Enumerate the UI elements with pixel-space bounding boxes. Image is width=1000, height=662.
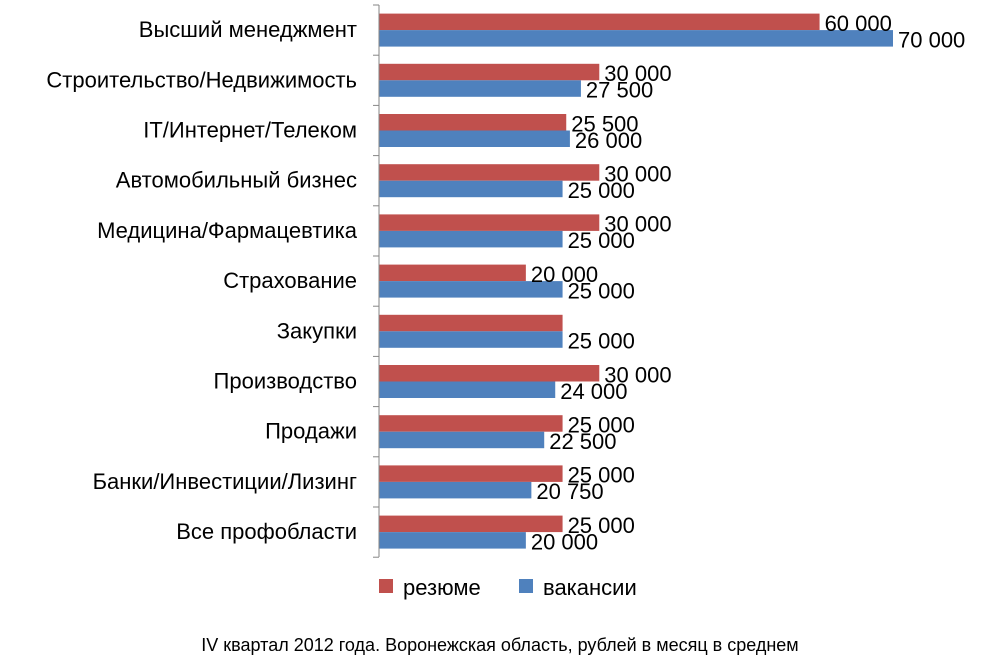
category-label: IT/Интернет/Телеком: [143, 118, 357, 143]
data-label-vacancies: 70 000: [898, 27, 965, 52]
bar-resume: [379, 214, 600, 231]
legend-label-vacancies: вакансии: [543, 575, 637, 600]
data-label-resume: 25 500: [571, 111, 638, 136]
data-label-vacancies: 22 500: [549, 429, 616, 454]
data-label-vacancies: 20 000: [531, 529, 598, 554]
data-label-vacancies: 27 500: [586, 78, 653, 103]
data-label-vacancies: 20 750: [536, 479, 603, 504]
bar-resume: [379, 114, 567, 131]
bar-vacancies: [379, 281, 563, 298]
bar-vacancies: [379, 481, 532, 499]
data-label-vacancies: 25 000: [568, 329, 635, 354]
bar-vacancies: [379, 180, 563, 198]
category-label: Строительство/Недвижимость: [46, 67, 357, 92]
category-label: Медицина/Фармацевтика: [97, 218, 358, 243]
category-label: Производство: [214, 369, 357, 394]
bar-vacancies: [379, 331, 563, 348]
data-label-vacancies: 26 000: [575, 128, 642, 153]
bar-resume: [379, 264, 526, 282]
category-axis-ticks: [373, 4, 379, 558]
chart-caption: IV квартал 2012 года. Воронежская област…: [201, 635, 798, 655]
data-label-resume: 25 000: [568, 513, 635, 538]
category-label: Продажи: [265, 419, 357, 444]
data-label-vacancies: 24 000: [560, 379, 627, 404]
bar-vacancies: [379, 80, 581, 97]
category-label: Все профобласти: [176, 519, 357, 544]
category-label: Автомобильный бизнес: [116, 168, 357, 193]
data-label-resume: 30 000: [604, 362, 671, 387]
data-label-resume: 25 000: [568, 463, 635, 488]
data-label-resume: 30 000: [604, 161, 671, 186]
bar-resume: [379, 13, 820, 31]
bar-resume: [379, 314, 563, 332]
bar-vacancies: [379, 532, 526, 549]
bar-resume: [379, 365, 600, 382]
data-label-vacancies: 25 000: [568, 278, 635, 303]
bar-resume: [379, 515, 563, 533]
data-label-resume: 30 000: [604, 212, 671, 237]
data-label-vacancies: 25 000: [568, 228, 635, 253]
data-label-resume: 25 000: [568, 412, 635, 437]
bar-resume: [379, 63, 600, 81]
data-label-resume: 20 000: [531, 262, 598, 287]
legend: резюме вакансии: [379, 575, 637, 600]
legend-label-resume: резюме: [403, 575, 481, 600]
data-label-resume: 30 000: [604, 61, 671, 86]
bar-vacancies: [379, 381, 556, 398]
data-label-vacancies: 25 000: [568, 178, 635, 203]
category-labels: Высший менеджмент Строительство/Недвижимо…: [46, 17, 357, 544]
legend-swatch-resume: [379, 579, 393, 593]
category-label: Высший менеджмент: [139, 17, 357, 42]
category-label: Закупки: [277, 318, 357, 343]
bar-vacancies: [379, 230, 563, 248]
bar-resume: [379, 415, 563, 432]
bar-resume: [379, 465, 563, 482]
category-label: Страхование: [223, 268, 357, 293]
bar-resume: [379, 164, 600, 181]
category-label: Банки/Инвестиции/Лизинг: [93, 469, 357, 494]
legend-swatch-vacancies: [519, 579, 533, 593]
bar-vacancies: [379, 30, 893, 47]
data-label-resume: 60 000: [825, 11, 892, 36]
bar-vacancies: [379, 431, 545, 449]
bar-vacancies: [379, 130, 570, 147]
bars-group: [379, 13, 893, 549]
